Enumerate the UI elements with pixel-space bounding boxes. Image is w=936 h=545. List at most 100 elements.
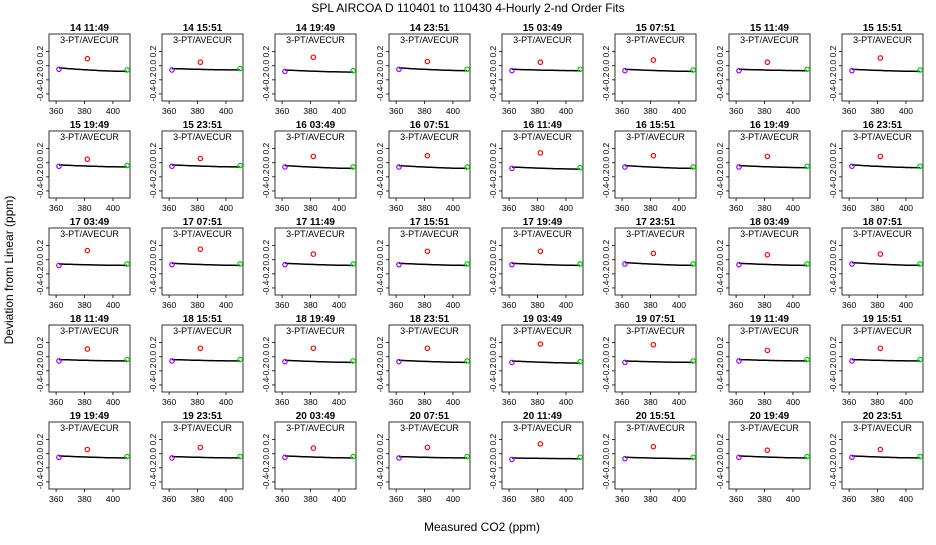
x-tick-label: 380: [643, 203, 657, 213]
panel-frame: [274, 227, 357, 296]
x-tick-label: 400: [219, 397, 233, 407]
panel-title: 19 23:51: [183, 411, 223, 422]
x-tick-label: 400: [672, 203, 686, 213]
y-tick-label: 0.2: [35, 45, 45, 57]
y-tick-label: -0.4: [601, 280, 611, 295]
x-tick-label: 400: [106, 106, 120, 116]
panel-title: 17 07:51: [183, 217, 223, 228]
x-tick-label: 380: [870, 203, 884, 213]
y-tick-label: 0.0: [488, 157, 498, 169]
y-tick-label: 0.2: [375, 433, 385, 445]
panel-legend: 3-PT/AVECUR: [513, 229, 572, 239]
low-standard-point: [56, 262, 62, 269]
panel-legend: 3-PT/AVECUR: [60, 35, 119, 45]
panel-frame: [614, 130, 697, 199]
panel: 17 07:513-PT/AVECUR 0.2 0.0-0.2-0.4 360 380 4…: [148, 217, 244, 310]
y-tick-label: -0.2: [715, 169, 725, 184]
y-tick-label: -0.2: [488, 460, 498, 475]
panel-title: 20 11:49: [523, 411, 562, 422]
high-standard-point: [464, 358, 470, 364]
panel: 18 23:513-PT/AVECUR 0.2 0.0-0.2-0.4 360 380 4…: [375, 314, 471, 407]
y-tick-label: 0.0: [715, 351, 725, 363]
mid-standard-point: [310, 54, 317, 61]
y-tick-label: 0.2: [488, 142, 498, 154]
fit-curve: [738, 68, 808, 72]
x-tick-label: 360: [389, 106, 403, 116]
panel-legend: 3-PT/AVECUR: [286, 229, 345, 239]
y-tick-label: 0.0: [601, 351, 611, 363]
high-standard-point: [804, 66, 810, 73]
panel-frame: [161, 227, 244, 296]
y-tick-label: 0.0: [261, 351, 271, 363]
fit-curve: [851, 455, 921, 459]
high-standard-point: [350, 453, 356, 460]
y-tick-label: 0.2: [828, 45, 838, 57]
panel-title: 14 11:49: [70, 23, 109, 34]
panel: 19 19:493-PT/AVECUR 0.2 0.0-0.2-0.4 360 380 4…: [35, 411, 131, 504]
x-tick-label: 360: [502, 300, 516, 310]
x-tick-label: 360: [162, 300, 176, 310]
panel-frame: [388, 227, 471, 296]
high-standard-point: [124, 67, 130, 73]
x-tick-label: 400: [786, 203, 800, 213]
y-tick-label: 0.2: [261, 45, 271, 57]
y-tick-label: -0.2: [828, 72, 838, 87]
high-standard-point: [690, 261, 696, 267]
high-standard-point: [804, 453, 810, 460]
y-tick-label: -0.2: [35, 72, 45, 87]
panel-frame: [274, 421, 357, 490]
panel: 18 03:493-PT/AVECUR 0.2 0.0-0.2-0.4 360 380 4…: [715, 217, 811, 310]
x-tick-label: 380: [530, 106, 544, 116]
x-tick-label: 400: [219, 106, 233, 116]
panel-title: 19 07:51: [636, 314, 676, 325]
panel-title: 15 15:51: [863, 23, 903, 34]
low-standard-point: [736, 358, 742, 364]
fit-curve: [284, 69, 354, 73]
mid-standard-point: [424, 248, 431, 255]
low-standard-point: [849, 358, 855, 364]
fit-curve: [851, 68, 921, 73]
panel-legend: 3-PT/AVECUR: [60, 132, 119, 142]
y-tick-label: -0.4: [148, 280, 158, 295]
fit-curve: [624, 456, 694, 460]
panel-legend: 3-PT/AVECUR: [740, 326, 799, 336]
panel-frame: [614, 421, 697, 490]
x-tick-label: 400: [899, 397, 913, 407]
y-tick-label: -0.2: [148, 460, 158, 475]
high-standard-point: [690, 454, 696, 461]
high-standard-point: [124, 162, 130, 169]
y-tick-label: -0.2: [601, 72, 611, 87]
mid-standard-point: [310, 251, 317, 257]
fit-curve: [738, 164, 808, 169]
y-tick-label: -0.2: [261, 169, 271, 184]
y-tick-label: -0.4: [375, 474, 385, 489]
y-tick-label: 0.2: [375, 142, 385, 154]
y-tick-label: -0.4: [828, 280, 838, 295]
mid-standard-point: [650, 57, 657, 63]
panel-title: 16 15:51: [636, 120, 676, 131]
x-tick-label: 360: [389, 203, 403, 213]
panel-legend: 3-PT/AVECUR: [513, 423, 572, 433]
y-tick-label: 0.2: [828, 336, 838, 348]
panel-title: 16 03:49: [296, 120, 336, 131]
x-tick-label: 360: [842, 203, 856, 213]
fit-curve: [398, 455, 468, 459]
panel-title: 17 19:49: [523, 217, 563, 228]
y-tick-label: -0.4: [601, 474, 611, 489]
panel: 19 23:513-PT/AVECUR 0.2 0.0-0.2-0.4 360 380 4…: [148, 411, 244, 504]
low-standard-point: [282, 68, 288, 75]
x-tick-label: 400: [106, 397, 120, 407]
fit-curve: [851, 164, 921, 169]
x-tick-label: 380: [190, 203, 204, 213]
y-tick-label: -0.4: [715, 474, 725, 489]
x-tick-label: 360: [502, 397, 516, 407]
y-tick-label: -0.4: [35, 183, 45, 198]
panel-legend: 3-PT/AVECUR: [853, 229, 912, 239]
y-tick-label: -0.4: [261, 377, 271, 392]
panel-title: 20 19:49: [750, 411, 790, 422]
panel: 14 23:513-PT/AVECUR 0.2 0.0-0.2-0.4 360 380 4…: [375, 23, 471, 116]
x-tick-label: 360: [842, 494, 856, 504]
y-tick-label: 0.2: [601, 142, 611, 154]
y-tick-label: 0.0: [488, 60, 498, 72]
x-tick-label: 400: [106, 203, 120, 213]
